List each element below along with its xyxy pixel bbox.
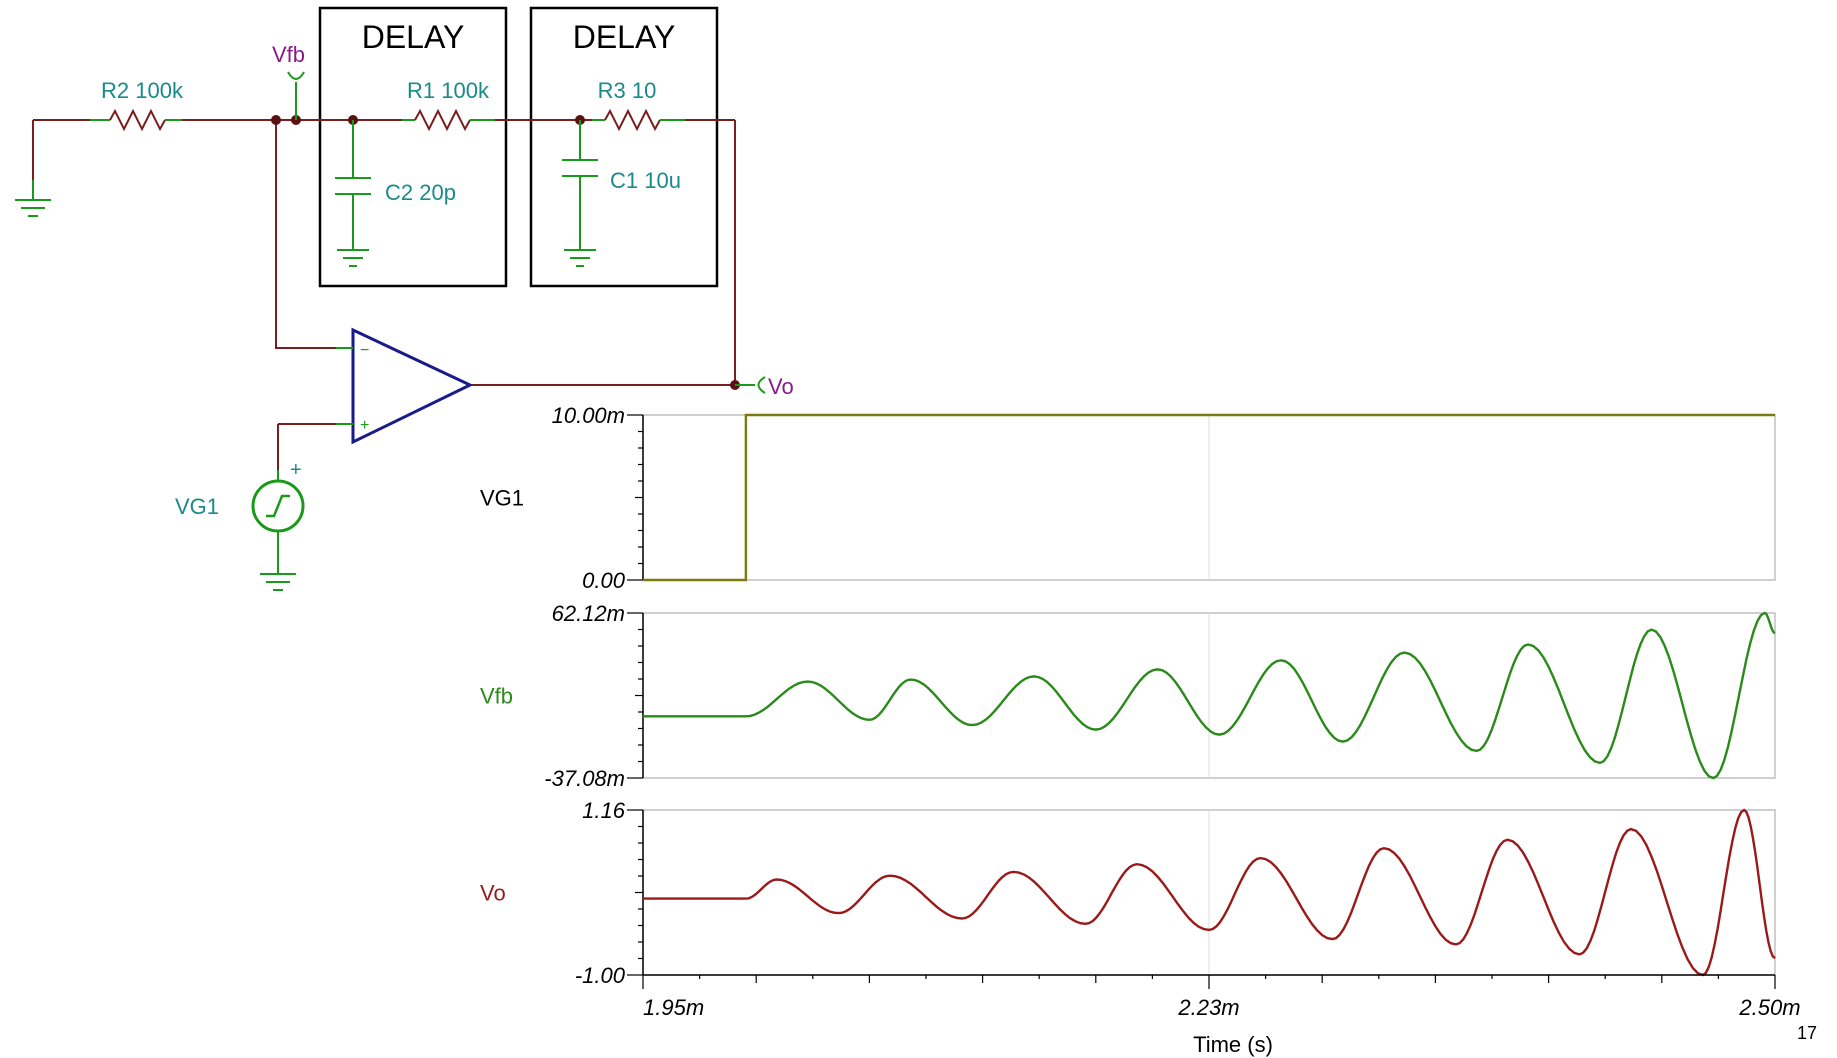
ground-left	[15, 180, 51, 217]
x-axis-label: Time (s)	[1193, 1032, 1273, 1057]
r3-label: R3 10	[598, 78, 657, 103]
r1-label: R1 100k	[407, 78, 490, 103]
vo-probe: Vo	[735, 374, 794, 399]
trace-vg1	[643, 413, 1775, 582]
vg1-label: VG1	[175, 494, 219, 519]
vo-probe-label: Vo	[768, 374, 794, 399]
vfb-probe-label: Vfb	[272, 42, 305, 67]
x-tick-label: 1.95m	[643, 995, 704, 1020]
opamp: − +	[336, 327, 474, 445]
page-number: 17	[1796, 1023, 1817, 1043]
r2-label: R2 100k	[101, 78, 184, 103]
capacitor-c1	[562, 120, 598, 267]
circuit-schematic: DELAY DELAY R2 100k	[15, 6, 794, 591]
transient-plot: 10.00m 0.00 VG1 62.12m -37.08m Vfb 1.16 -1.00 Vo…	[480, 403, 1801, 1020]
y-tick-label: -37.08m	[544, 766, 625, 791]
trace-vfb	[643, 611, 1776, 780]
capacitor-c2	[335, 120, 371, 267]
series-label: Vo	[480, 881, 506, 906]
vg1-plus-label: +	[290, 459, 302, 481]
vfb-probe: Vfb	[272, 42, 305, 120]
y-tick-label: -1.00	[575, 963, 626, 988]
series-label: VG1	[480, 486, 524, 511]
c1-label: C1 10u	[610, 168, 681, 193]
resistor-r2: R2 100k	[90, 78, 184, 132]
opamp-minus-label: −	[360, 342, 369, 359]
trace-vo	[643, 808, 1776, 977]
x-tick-label: 2.50m	[1738, 995, 1800, 1020]
y-tick-label: 10.00m	[552, 403, 625, 428]
delay-box-2-label: DELAY	[573, 19, 676, 55]
c2-label: C2 20p	[385, 180, 456, 205]
delay-box-1-label: DELAY	[362, 19, 465, 55]
resistor-r1: R1 100k	[402, 78, 495, 132]
resistor-r3: R3 10	[592, 78, 685, 132]
y-tick-label: 1.16	[582, 798, 626, 823]
delay-box-1	[318, 6, 508, 288]
x-tick-label: 2.23m	[1177, 995, 1239, 1020]
voltage-source-vg1: + VG1	[175, 423, 336, 591]
y-tick-label: 62.12m	[552, 601, 625, 626]
y-tick-label: 0.00	[582, 568, 626, 593]
series-label: Vfb	[480, 684, 513, 709]
opamp-plus-label: +	[360, 417, 369, 434]
delay-box-2	[529, 6, 719, 288]
